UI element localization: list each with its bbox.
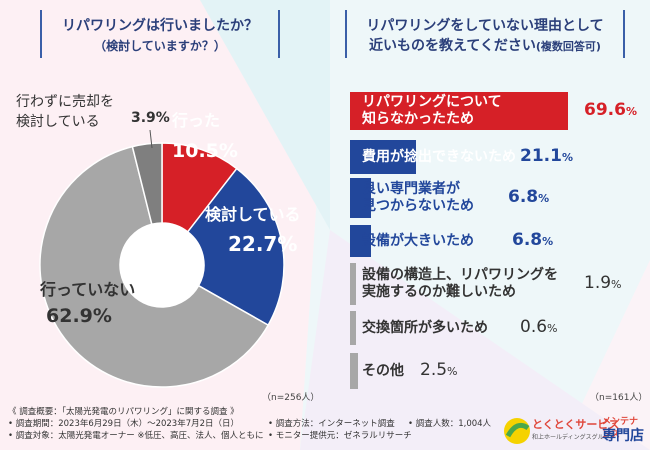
pie-label-considering-sale-line1: 行わずに売却を bbox=[16, 94, 114, 110]
bar-label-line1: 設備の構造上、リパワリングを bbox=[362, 267, 558, 283]
bar-label-line2: 実施するのか難しいため bbox=[362, 284, 516, 300]
bar-title-line2: 近いものを教えてください bbox=[369, 38, 536, 54]
bar bbox=[350, 353, 358, 389]
bar-label-line2: 見つからないため bbox=[362, 198, 474, 214]
bar-value-number: 1.9 bbox=[584, 273, 612, 293]
bar-row: 費用が捻出できないため 21.1% bbox=[350, 140, 640, 174]
pie-title-line1: リパワリングは行いましたか？ bbox=[62, 18, 258, 34]
bar-label-line2: 知らなかったため bbox=[362, 111, 474, 127]
bar bbox=[350, 311, 356, 345]
bar-value: 2.5% bbox=[420, 360, 458, 380]
survey-method: • 調査方法：インターネット調査 bbox=[268, 419, 395, 429]
bar-label-line1: リパワリングについて bbox=[362, 94, 502, 110]
bar bbox=[350, 263, 356, 305]
bar-value-unit: % bbox=[611, 278, 622, 291]
bar-value-unit: % bbox=[625, 105, 637, 118]
bar-value-unit: % bbox=[547, 322, 558, 335]
bar-value: 0.6% bbox=[520, 317, 558, 337]
bar bbox=[350, 140, 417, 174]
logo-sub: 和上ホールディングスグループ bbox=[532, 434, 616, 441]
bar-label-line1: 良い専門業者が bbox=[362, 181, 460, 197]
pie-value-considering: 22.7% bbox=[228, 232, 298, 256]
bar-value: 69.6% bbox=[584, 100, 637, 120]
pie-label-done: 行った bbox=[172, 111, 221, 130]
bar-value-number: 6.8 bbox=[512, 230, 543, 250]
pie-value-done: 10.5% bbox=[172, 140, 238, 162]
bar-value-unit: % bbox=[542, 235, 554, 248]
bar-row: 良い専門業者が 見つからないため 6.8% bbox=[350, 178, 640, 218]
survey-period: • 調査期間：2023年6月29日（木）〜2023年7月2日（日） bbox=[8, 419, 240, 429]
pie-label-considering-sale-line2: 検討している bbox=[16, 114, 100, 130]
pie-label-considering-sale: 行わずに売却を 検討している bbox=[16, 92, 114, 132]
bar-chart-title: リパワリングをしていない理由として 近いものを教えてください(複数回答可) bbox=[345, 10, 625, 58]
bar-value-number: 21.1 bbox=[520, 146, 562, 166]
bar-n-note: （n=161人） bbox=[590, 393, 648, 403]
bar-value-number: 6.8 bbox=[508, 187, 539, 207]
bar-value: 21.1% bbox=[520, 146, 573, 166]
pie-value-not-done: 62.9% bbox=[46, 305, 112, 327]
bar-label-line1: 設備が大きいため bbox=[362, 232, 474, 249]
company-logo: とくとくサービス 和上ホールディングスグループ メンテナンス 専門店 bbox=[502, 410, 647, 448]
bar-label-line1: 費用が捻出できないため bbox=[362, 148, 516, 165]
bar-row: 設備が大きいため 6.8% bbox=[350, 225, 640, 257]
bar-value: 1.9% bbox=[584, 273, 622, 293]
pie-center-hole bbox=[120, 223, 204, 307]
bar-label: 費用が捻出できないため bbox=[362, 149, 516, 166]
bar-value-number: 2.5 bbox=[420, 360, 448, 380]
pie-leader-line bbox=[149, 129, 153, 149]
bar-row: リパワリングについて 知らなかったため 69.6% bbox=[350, 92, 640, 130]
survey-monitor: • モニター提供元：ゼネラルリサーチ bbox=[268, 431, 412, 441]
bar-value: 6.8% bbox=[512, 230, 553, 250]
bar-row: 設備の構造上、リパワリングを 実施するのか難しいため 1.9% bbox=[350, 263, 640, 305]
bar-label-line1: 交換箇所が多いため bbox=[362, 319, 488, 336]
bar-value: 6.8% bbox=[508, 187, 549, 207]
survey-people: • 調査人数：1,004人 bbox=[408, 419, 492, 429]
bar-label-line1: その他 bbox=[362, 362, 404, 379]
bar-label: リパワリングについて 知らなかったため bbox=[362, 94, 502, 128]
pie-chart-title: リパワリングは行いましたか？ （検討していますか？） bbox=[40, 10, 280, 58]
pie-label-not-done: 行っていない bbox=[40, 280, 136, 299]
bar-label: その他 bbox=[362, 363, 404, 380]
logo-tag2: 専門店 bbox=[602, 428, 644, 444]
logo-tag1: メンテナンス bbox=[602, 417, 639, 440]
bar-row: 交換箇所が多いため 0.6% bbox=[350, 311, 640, 345]
survey-target: • 調査対象：太陽光発電オーナー ※低圧、高圧、法人、個人ともに bbox=[8, 431, 264, 441]
bar-value-number: 0.6 bbox=[520, 317, 548, 337]
bar bbox=[350, 178, 372, 218]
bar-value-number: 69.6 bbox=[584, 100, 626, 120]
bar-label: 交換箇所が多いため bbox=[362, 320, 488, 337]
logo-brand: とくとくサービス bbox=[532, 418, 620, 431]
bar-value-unit: % bbox=[447, 365, 458, 378]
bar-value-unit: % bbox=[538, 192, 550, 205]
bar-title-multiple: (複数回答可) bbox=[535, 40, 601, 53]
bar-label: 設備が大きいため bbox=[362, 233, 474, 250]
bar bbox=[350, 225, 372, 257]
bar bbox=[350, 92, 568, 130]
bar-value-unit: % bbox=[561, 151, 573, 164]
pie-label-considering: 検討している bbox=[205, 205, 301, 224]
bar-title-line1: リパワリングをしていない理由として bbox=[366, 18, 604, 34]
bar-label: 設備の構造上、リパワリングを 実施するのか難しいため bbox=[362, 267, 558, 301]
pie-value-considering-sale: 3.9% bbox=[131, 110, 170, 126]
pie-n-note: （n=256人） bbox=[262, 393, 320, 403]
bar-label: 良い専門業者が 見つからないため bbox=[362, 181, 474, 215]
pie-title-line2: （検討していますか？） bbox=[94, 39, 226, 53]
survey-outline: 《 調査概要：「太陽光発電のリパワリング」に関する調査 》 bbox=[8, 407, 239, 417]
logo-mark-icon bbox=[504, 418, 530, 444]
bar-row: その他 2.5% bbox=[350, 353, 640, 389]
